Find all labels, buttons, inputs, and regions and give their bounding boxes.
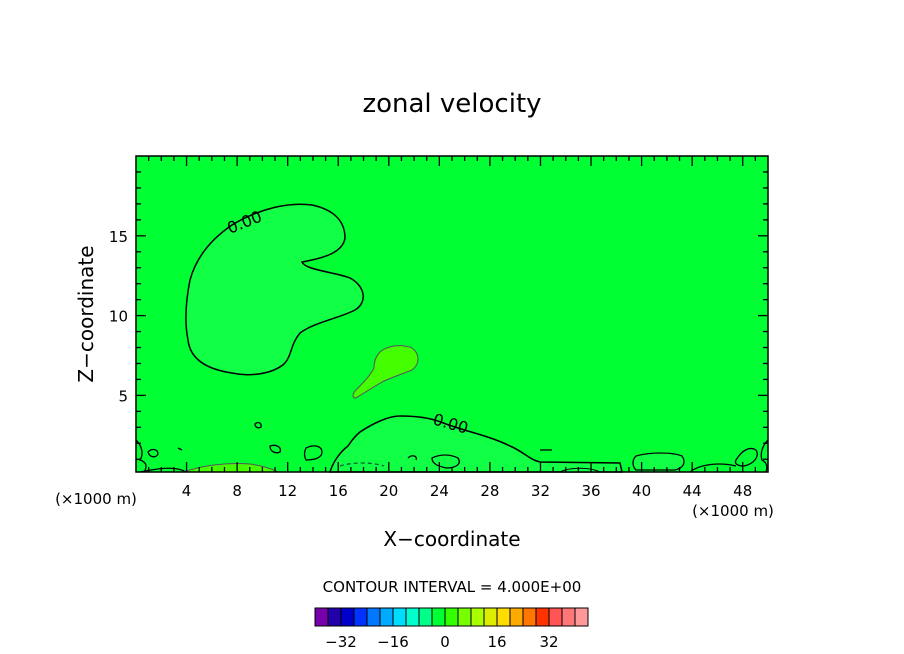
colorbar-swatch (509, 607, 524, 627)
x-tick-label: 8 (232, 482, 242, 500)
colorbar-swatch (314, 607, 329, 627)
contour-dot-a (177, 447, 183, 451)
contour-regions (183, 203, 685, 473)
colorbar-tick-labels: −32 −16 0 16 32 (325, 633, 558, 651)
colorbar (314, 607, 589, 627)
colorbar-swatch (574, 607, 589, 627)
colorbar-swatch (366, 607, 381, 627)
contour-bottom-wave (139, 467, 187, 473)
contour-loop-c (269, 444, 282, 454)
region-mid-lightgreen (352, 345, 419, 399)
x-tick-label: 16 (329, 482, 348, 500)
x-unit-right: (×1000 m) (692, 502, 774, 520)
contour-left-edge (135, 439, 147, 473)
colorbar-swatch (535, 607, 550, 627)
region-lower-right (632, 452, 685, 471)
contour-loop-d (303, 445, 323, 461)
colorbar-swatch (470, 607, 485, 627)
contour-dashed-negative (339, 462, 385, 467)
contour-right-loop (734, 447, 758, 467)
x-tick-label: 32 (531, 482, 550, 500)
x-tick-label: 44 (683, 482, 702, 500)
plot-frame (135, 155, 769, 473)
contour-interval-label: CONTOUR INTERVAL = 4.000E+00 (323, 578, 582, 596)
x-tick-label: 48 (733, 482, 752, 500)
x-tick-label: 40 (632, 482, 651, 500)
colorbar-swatch (561, 607, 576, 627)
contour-left-small-loop (147, 448, 159, 458)
colorbar-tick-label: −16 (377, 633, 409, 651)
contour-loop-g (407, 455, 418, 461)
colorbar-tick-label: −32 (325, 633, 357, 651)
contour-lines (135, 421, 769, 473)
colorbar-swatch (548, 607, 563, 627)
colorbar-swatch (327, 607, 342, 627)
colorbar-swatch (431, 607, 446, 627)
x-tick-label: 12 (278, 482, 297, 500)
contour-loop-e (431, 454, 460, 469)
colorbar-swatch (496, 607, 511, 627)
contour-right-edge (760, 439, 769, 473)
colorbar-swatch (392, 607, 407, 627)
colorbar-swatch (379, 607, 394, 627)
colorbar-swatch (340, 607, 355, 627)
contour-loop-b (254, 421, 262, 429)
colorbar-swatch (405, 607, 420, 627)
colorbar-tick-label: 32 (539, 633, 558, 651)
colorbar-swatch (418, 607, 433, 627)
x-tick-label: 24 (430, 482, 449, 500)
colorbar-swatch (444, 607, 459, 627)
colorbar-tick-label: 16 (487, 633, 506, 651)
region-upper-left-blob (185, 203, 364, 376)
x-unit-left: (×1000 m) (55, 490, 137, 508)
colorbar-tick-label: 0 (440, 633, 450, 651)
x-tick-label: 36 (581, 482, 600, 500)
x-axis-label: X−coordinate (383, 527, 520, 551)
region-lower-center (328, 415, 623, 473)
colorbar-swatch (522, 607, 537, 627)
x-tick-label: 4 (182, 482, 192, 500)
y-axis-label: Z−coordinate (74, 245, 98, 382)
colorbar-swatch (353, 607, 368, 627)
x-tick-label: 20 (379, 482, 398, 500)
y-axis-ticks: 5 10 15 (109, 171, 768, 460)
chart-title: zonal velocity (362, 89, 541, 119)
colorbar-swatch (483, 607, 498, 627)
y-tick-label: 15 (109, 228, 128, 246)
x-tick-label: 28 (480, 482, 499, 500)
y-tick-label: 5 (118, 387, 128, 405)
region-bottom-left-bump (183, 463, 279, 473)
x-axis-ticks: 4 8 12 16 20 24 28 32 36 40 44 48 (147, 156, 757, 500)
colorbar-swatch (457, 607, 472, 627)
y-tick-label: 10 (109, 308, 128, 326)
